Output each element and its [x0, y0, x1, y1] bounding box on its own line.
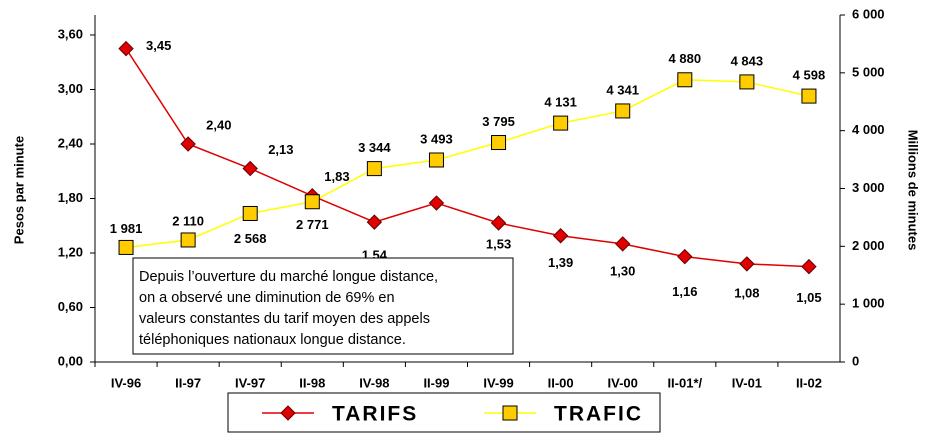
data-label: 1,39	[548, 255, 573, 270]
x-tick-label: IV-96	[111, 375, 141, 390]
y-tick-label: 3,60	[58, 26, 83, 41]
data-label: 2,40	[206, 117, 231, 132]
data-label: 3 795	[482, 114, 515, 129]
annotation-box	[132, 257, 514, 355]
legend-marker	[502, 405, 518, 421]
x-tick-label: II-97	[175, 375, 201, 390]
y2-tick-label: 5 000	[852, 64, 885, 79]
y-tick-label: 1,80	[58, 190, 83, 205]
data-point	[118, 239, 134, 255]
data-label: 1,08	[734, 285, 759, 300]
data-label: 4 598	[793, 68, 826, 83]
y-tick-label: 3,00	[58, 81, 83, 96]
x-tick-label: IV-97	[235, 375, 265, 390]
data-label: 2 568	[234, 231, 267, 246]
data-point	[739, 74, 755, 90]
data-label: 4 880	[669, 51, 702, 66]
data-label: 3 493	[420, 131, 453, 146]
legend-marker	[280, 405, 296, 421]
y-tick-label: 0,00	[58, 353, 83, 368]
data-label: 1 981	[110, 221, 143, 236]
data-point	[304, 194, 320, 210]
y2-tick-label: 6 000	[852, 6, 885, 21]
data-point	[491, 135, 507, 151]
data-point	[180, 232, 196, 248]
data-label: 3 344	[358, 140, 391, 155]
y-tick-label: 0,60	[58, 299, 83, 314]
data-point	[552, 228, 569, 244]
y2-tick-label: 2 000	[852, 238, 885, 253]
y2-axis-label: Millions de minutes	[906, 130, 921, 251]
data-label: 2,13	[268, 142, 293, 157]
data-point	[428, 152, 444, 168]
y2-tick-label: 0	[852, 353, 859, 368]
data-point	[677, 72, 693, 88]
data-label: 2 771	[296, 217, 329, 232]
y2-tick-label: 1 000	[852, 296, 885, 311]
legend-label: TRAFIC	[554, 403, 643, 426]
data-label: 1,30	[610, 263, 635, 278]
data-label: 4 843	[731, 53, 764, 68]
legend-label: TARIFS	[332, 403, 418, 426]
annotation-line: on a observé une diminution de 69% en	[139, 290, 395, 306]
data-label: 1,53	[486, 236, 511, 251]
y-tick-label: 1,20	[58, 244, 83, 259]
data-point	[242, 205, 258, 221]
data-point	[739, 256, 755, 272]
data-point	[366, 161, 382, 177]
legend: TARIFS TRAFIC	[227, 392, 661, 433]
x-tick-label: IV-00	[608, 375, 638, 390]
x-tick-label: II-99	[423, 375, 449, 390]
data-point	[366, 214, 383, 230]
data-point	[801, 88, 817, 104]
data-label: 4 341	[606, 82, 639, 97]
series-line	[125, 79, 810, 249]
annotation-line: téléphoniques nationaux longue distance.	[139, 332, 406, 348]
annotation: Depuis l’ouverture du marché longue dist…	[132, 257, 514, 355]
y2-tick-label: 4 000	[852, 122, 885, 137]
data-label: 2 110	[172, 213, 204, 228]
data-point	[801, 258, 817, 275]
data-label: 3,45	[146, 38, 171, 53]
x-tick-label: II-98	[299, 375, 325, 390]
y-tick-label: 2,40	[58, 135, 83, 150]
data-label: 1,83	[324, 169, 349, 184]
data-point	[615, 103, 631, 119]
series-line	[125, 48, 809, 268]
annotation-line: Depuis l’ouverture du marché longue dist…	[139, 269, 438, 285]
y2-tick-label: 3 000	[852, 180, 885, 195]
data-label: 4 131	[544, 95, 577, 110]
annotation-line: valeurs constantes du tarif moyen des ap…	[139, 311, 430, 327]
data-label: 1,05	[796, 290, 821, 305]
x-tick-label: IV-98	[359, 375, 389, 390]
x-tick-label: II-00	[548, 375, 574, 390]
data-point	[118, 40, 134, 57]
data-point	[553, 115, 569, 131]
data-point	[615, 236, 631, 252]
x-tick-label: II-01*/	[667, 375, 702, 390]
data-point	[677, 248, 693, 265]
x-tick-label: IV-01	[732, 375, 762, 390]
y-axis-label: Pesos par minute	[11, 136, 26, 244]
data-point	[242, 160, 258, 177]
data-label: 1,16	[672, 284, 697, 299]
data-point	[180, 136, 196, 152]
x-tick-label: IV-99	[483, 375, 513, 390]
data-point	[490, 215, 507, 231]
data-point	[428, 195, 445, 211]
x-tick-label: II-02	[796, 375, 822, 390]
